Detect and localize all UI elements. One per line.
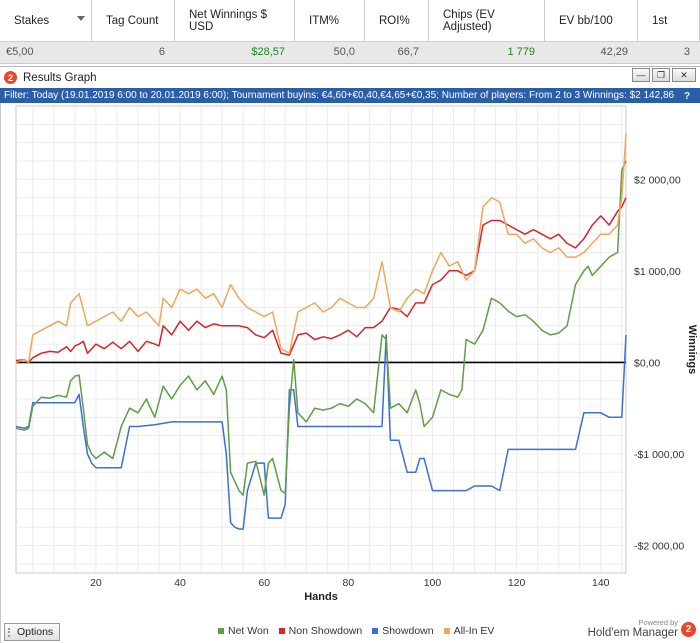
x-tick-label: 100	[424, 577, 442, 589]
column-header-label: ROI%	[379, 15, 410, 27]
column-header-label: EV bb/100	[559, 15, 613, 27]
x-axis-label: Hands	[304, 591, 338, 603]
legend-label: Showdown	[382, 625, 434, 637]
y-tick-label: $2 000,00	[634, 174, 681, 186]
stats-cell: €5,00	[6, 46, 34, 58]
window-title: Results Graph	[23, 71, 97, 84]
graph-area[interactable]: 20 40 60 80 100 120 140 $2 000,00 $1 000,00 $0,00…	[0, 103, 700, 643]
hm-logo-icon: 2	[4, 71, 17, 84]
column-header-label: Tag Count	[106, 15, 159, 27]
column-header[interactable]: EV bb/100	[545, 0, 638, 42]
graph-footer: Options Net Won Non Showdown Showdown All-I…	[0, 618, 700, 643]
stats-cell: 50,0	[333, 46, 355, 58]
series-line-non-showdown[interactable]	[15, 197, 627, 364]
stats-cell: 66,7	[397, 46, 419, 58]
column-header[interactable]: 1st	[638, 0, 700, 42]
filter-text: Filter: Today (19.01.2019 6:00 to 20.01.…	[4, 90, 675, 101]
legend-item[interactable]: Showdown	[372, 625, 434, 637]
legend-swatch	[443, 628, 450, 634]
x-tick-label: 60	[258, 577, 270, 589]
legend: Net Won Non Showdown Showdown All-In EV	[218, 625, 504, 637]
window-controls: — ❐ ✕	[630, 68, 696, 82]
series-line-allin-ev[interactable]	[15, 133, 627, 364]
results-graph-titlebar[interactable]: 2 Results Graph — ❐ ✕	[0, 66, 700, 88]
filter-bar: Filter: Today (19.01.2019 6:00 to 20.01.…	[0, 88, 700, 103]
x-tick-label: 40	[174, 577, 186, 589]
stats-row[interactable]: €5,00 6 $28,57 50,0 66,7 1 779 42,29 3	[0, 42, 700, 64]
y-tick-label: $1 000,00	[634, 266, 681, 278]
legend-label: Net Won	[228, 625, 269, 637]
stats-cell: 1 779	[507, 46, 535, 58]
options-label: Options	[17, 626, 54, 638]
column-header-label: Stakes	[14, 15, 50, 27]
options-button[interactable]: Options	[4, 623, 61, 641]
series-line-net-won[interactable]	[15, 160, 627, 496]
legend-swatch	[218, 628, 224, 634]
powered-by-label: Powered by	[638, 618, 678, 627]
close-button[interactable]: ✕	[672, 68, 696, 82]
column-header[interactable]: Tag Count	[92, 0, 175, 42]
plot-background	[15, 105, 627, 574]
restore-button[interactable]: ❐	[652, 68, 670, 82]
x-tick-label: 80	[343, 577, 355, 589]
column-header-label: Net Winnings $ USD	[189, 9, 267, 33]
stats-cell: 42,29	[600, 46, 628, 58]
stats-cell: 6	[158, 46, 165, 58]
legend-swatch	[278, 628, 285, 634]
grip-icon	[8, 628, 13, 637]
help-icon[interactable]: ?	[684, 91, 691, 102]
x-tick-label: 120	[508, 577, 526, 589]
column-header-label: 1st	[652, 15, 668, 27]
column-header-label: ITM%	[309, 15, 340, 27]
stats-cell: $28,57	[251, 46, 285, 58]
x-tick-label: 20	[90, 577, 102, 589]
legend-label: Non Showdown	[288, 625, 363, 637]
y-tick-label: $0,00	[634, 357, 660, 369]
hm-brand-icon: 2	[681, 622, 696, 637]
stats-header: Stakes Tag Count Net Winnings $ USD ITM% ROI…	[0, 0, 700, 42]
legend-item[interactable]: Non Showdown	[278, 625, 363, 637]
column-header[interactable]: Stakes	[0, 0, 92, 42]
y-tick-label: -$2 000,00	[634, 541, 684, 553]
column-header[interactable]: Net Winnings $ USD	[175, 0, 295, 42]
powered-by: Powered by Hold'em Manager	[588, 618, 678, 639]
column-header-label: Chips (EV Adjusted)	[443, 9, 495, 33]
stats-cell: 3	[683, 46, 690, 58]
legend-swatch	[372, 628, 379, 634]
chevron-down-icon[interactable]	[77, 16, 85, 21]
legend-item[interactable]: Net Won	[218, 625, 269, 637]
results-chart[interactable]: 20 40 60 80 100 120 140 $2 000,00 $1 000,00 $0,00…	[1, 103, 700, 620]
column-header[interactable]: ITM%	[295, 0, 365, 42]
minimize-button[interactable]: —	[632, 68, 650, 82]
legend-label: All-In EV	[453, 625, 495, 637]
y-axis-label: Winnings	[686, 325, 698, 374]
x-tick-label: 140	[592, 577, 610, 589]
series-line-showdown[interactable]	[15, 334, 627, 530]
brand-label: Hold'em Manager	[587, 627, 678, 639]
column-header[interactable]: Chips (EV Adjusted)	[429, 0, 545, 42]
y-tick-label: -$1 000,00	[634, 449, 684, 461]
column-header[interactable]: ROI%	[365, 0, 429, 42]
legend-item[interactable]: All-In EV	[443, 625, 495, 637]
